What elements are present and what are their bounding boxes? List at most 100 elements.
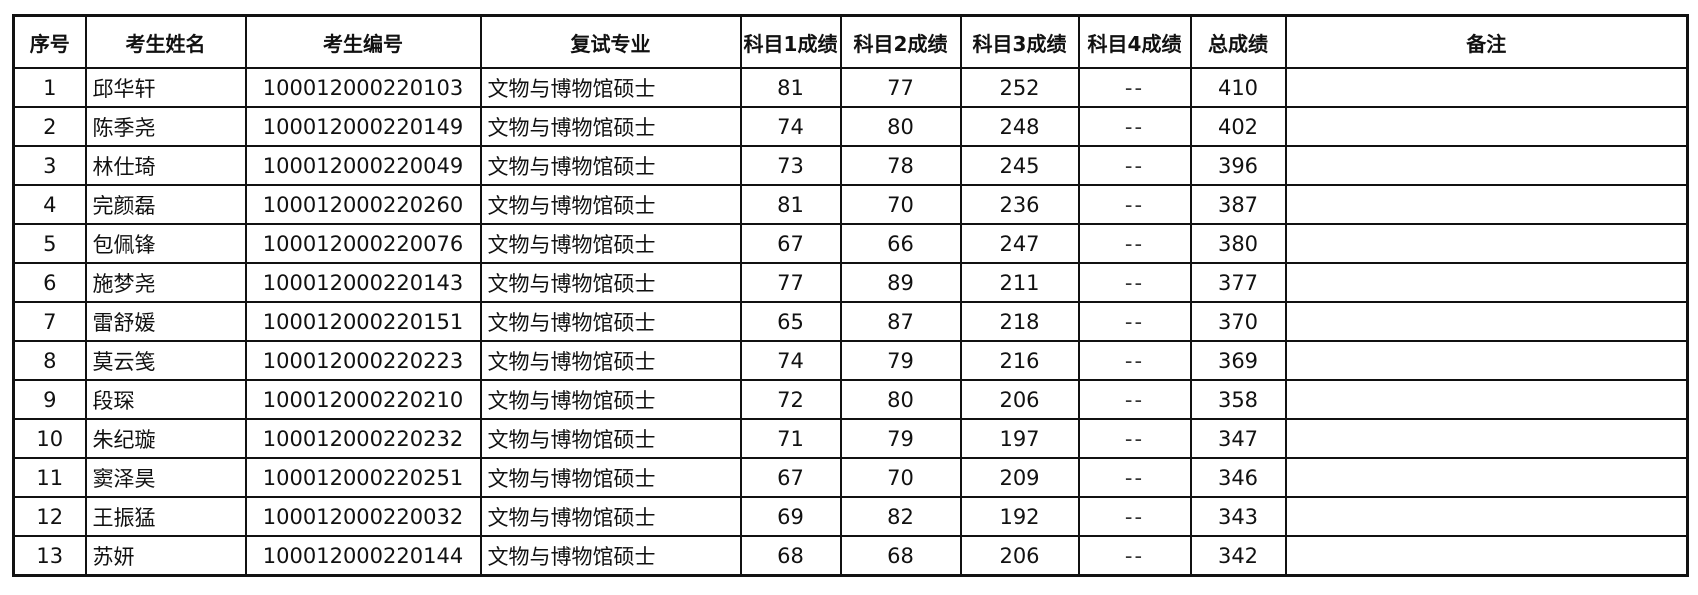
col-index-cell: 9 bbox=[12, 379, 87, 420]
col-subject1-cell: 77 bbox=[739, 262, 842, 303]
col-id-cell: 100012000220232 bbox=[244, 418, 482, 459]
table-row: 8 莫云笺 100012000220223 文物与博物馆硕士 74 79 216 -- 369 bbox=[12, 340, 1689, 381]
col-id-cell: 100012000220103 bbox=[244, 67, 482, 108]
col-id-cell: 100012000220032 bbox=[244, 496, 482, 537]
col-major-cell: 文物与博物馆硕士 bbox=[479, 418, 742, 459]
col-remarks-cell bbox=[1284, 535, 1689, 577]
table-row: 6 施梦尧 100012000220143 文物与博物馆硕士 77 89 211 -- 377 bbox=[12, 262, 1689, 303]
col-major-cell: 文物与博物馆硕士 bbox=[479, 379, 742, 420]
col-remarks-cell bbox=[1284, 418, 1689, 459]
col-subject4-cell: -- bbox=[1077, 340, 1192, 381]
col-subject4-cell: -- bbox=[1077, 301, 1192, 342]
col-subject2-cell: 68 bbox=[839, 535, 962, 577]
col-index-cell: 5 bbox=[12, 223, 87, 264]
col-subject2-cell: 79 bbox=[839, 418, 962, 459]
col-subject3-cell: 248 bbox=[959, 106, 1080, 147]
col-total-cell: 343 bbox=[1189, 496, 1287, 537]
col-subject2-cell: 78 bbox=[839, 145, 962, 186]
col-name-cell: 包佩锋 bbox=[84, 223, 247, 264]
col-subject4-cell: -- bbox=[1077, 184, 1192, 225]
col-index-cell: 10 bbox=[12, 418, 87, 459]
col-id-cell: 100012000220223 bbox=[244, 340, 482, 381]
col-name-cell: 莫云笺 bbox=[84, 340, 247, 381]
col-total-header: 总成绩 bbox=[1189, 14, 1287, 69]
col-major-cell: 文物与博物馆硕士 bbox=[479, 496, 742, 537]
col-major-cell: 文物与博物馆硕士 bbox=[479, 262, 742, 303]
col-index-cell: 1 bbox=[12, 67, 87, 108]
col-id-cell: 100012000220049 bbox=[244, 145, 482, 186]
col-total-cell: 402 bbox=[1189, 106, 1287, 147]
col-subject3-cell: 211 bbox=[959, 262, 1080, 303]
col-subject4-cell: -- bbox=[1077, 145, 1192, 186]
table-row: 10 朱纪璇 100012000220232 文物与博物馆硕士 71 79 197 -- 347 bbox=[12, 418, 1689, 459]
col-major-cell: 文物与博物馆硕士 bbox=[479, 106, 742, 147]
header-row: 序号 考生姓名 考生编号 复试专业 科目1成绩 科目2成绩 科目3成绩 科目4成绩 总成绩 备注 bbox=[12, 14, 1689, 69]
col-total-cell: 377 bbox=[1189, 262, 1287, 303]
col-major-cell: 文物与博物馆硕士 bbox=[479, 301, 742, 342]
col-total-cell: 346 bbox=[1189, 457, 1287, 498]
col-id-header: 考生编号 bbox=[244, 14, 482, 69]
col-subject4-cell: -- bbox=[1077, 106, 1192, 147]
col-subject1-cell: 67 bbox=[739, 457, 842, 498]
col-remarks-cell bbox=[1284, 145, 1689, 186]
table-row: 13 苏妍 100012000220144 文物与博物馆硕士 68 68 206 -- 342 bbox=[12, 535, 1689, 577]
col-name-cell: 段琛 bbox=[84, 379, 247, 420]
col-subject1-cell: 74 bbox=[739, 106, 842, 147]
table-row: 7 雷舒媛 100012000220151 文物与博物馆硕士 65 87 218 -- 370 bbox=[12, 301, 1689, 342]
col-index-cell: 3 bbox=[12, 145, 87, 186]
col-subject1-cell: 71 bbox=[739, 418, 842, 459]
col-remarks-cell bbox=[1284, 379, 1689, 420]
col-major-cell: 文物与博物馆硕士 bbox=[479, 67, 742, 108]
col-subject3-cell: 252 bbox=[959, 67, 1080, 108]
col-subject2-cell: 70 bbox=[839, 184, 962, 225]
col-total-cell: 380 bbox=[1189, 223, 1287, 264]
col-remarks-cell bbox=[1284, 496, 1689, 537]
col-subject2-cell: 80 bbox=[839, 106, 962, 147]
col-subject4-cell: -- bbox=[1077, 67, 1192, 108]
col-subject3-cell: 209 bbox=[959, 457, 1080, 498]
col-subject2-cell: 80 bbox=[839, 379, 962, 420]
col-remarks-cell bbox=[1284, 340, 1689, 381]
col-subject1-cell: 72 bbox=[739, 379, 842, 420]
table-row: 4 完颜磊 100012000220260 文物与博物馆硕士 81 70 236 -- 387 bbox=[12, 184, 1689, 225]
col-total-cell: 358 bbox=[1189, 379, 1287, 420]
col-name-cell: 王振猛 bbox=[84, 496, 247, 537]
col-name-cell: 完颜磊 bbox=[84, 184, 247, 225]
col-total-cell: 342 bbox=[1189, 535, 1287, 577]
col-subject2-cell: 66 bbox=[839, 223, 962, 264]
col-major-header: 复试专业 bbox=[479, 14, 742, 69]
table-row: 9 段琛 100012000220210 文物与博物馆硕士 72 80 206 -- 358 bbox=[12, 379, 1689, 420]
col-name-cell: 窦泽昊 bbox=[84, 457, 247, 498]
col-major-cell: 文物与博物馆硕士 bbox=[479, 223, 742, 264]
table-row: 11 窦泽昊 100012000220251 文物与博物馆硕士 67 70 209 -- 346 bbox=[12, 457, 1689, 498]
col-name-cell: 苏妍 bbox=[84, 535, 247, 577]
col-subject2-cell: 82 bbox=[839, 496, 962, 537]
col-index-cell: 6 bbox=[12, 262, 87, 303]
col-subject4-cell: -- bbox=[1077, 223, 1192, 264]
col-subject1-cell: 69 bbox=[739, 496, 842, 537]
col-name-cell: 林仕琦 bbox=[84, 145, 247, 186]
col-remarks-cell bbox=[1284, 67, 1689, 108]
col-subject1-cell: 65 bbox=[739, 301, 842, 342]
col-name-cell: 陈季尧 bbox=[84, 106, 247, 147]
col-subject4-cell: -- bbox=[1077, 379, 1192, 420]
col-subject3-cell: 218 bbox=[959, 301, 1080, 342]
col-major-cell: 文物与博物馆硕士 bbox=[479, 145, 742, 186]
col-subject3-cell: 206 bbox=[959, 535, 1080, 577]
table-row: 5 包佩锋 100012000220076 文物与博物馆硕士 67 66 247 -- 380 bbox=[12, 223, 1689, 264]
table-row: 2 陈季尧 100012000220149 文物与博物馆硕士 74 80 248 -- 402 bbox=[12, 106, 1689, 147]
col-subject3-cell: 245 bbox=[959, 145, 1080, 186]
col-subject4-cell: -- bbox=[1077, 496, 1192, 537]
col-subject4-cell: -- bbox=[1077, 418, 1192, 459]
col-major-cell: 文物与博物馆硕士 bbox=[479, 457, 742, 498]
table-row: 1 邱华轩 100012000220103 文物与博物馆硕士 81 77 252 -- 410 bbox=[12, 67, 1689, 108]
col-remarks-cell bbox=[1284, 184, 1689, 225]
col-total-cell: 410 bbox=[1189, 67, 1287, 108]
col-name-cell: 朱纪璇 bbox=[84, 418, 247, 459]
col-subject3-cell: 247 bbox=[959, 223, 1080, 264]
col-subject1-cell: 73 bbox=[739, 145, 842, 186]
col-subject2-cell: 79 bbox=[839, 340, 962, 381]
col-name-cell: 雷舒媛 bbox=[84, 301, 247, 342]
col-subject3-cell: 216 bbox=[959, 340, 1080, 381]
col-subject4-header: 科目4成绩 bbox=[1077, 14, 1192, 69]
